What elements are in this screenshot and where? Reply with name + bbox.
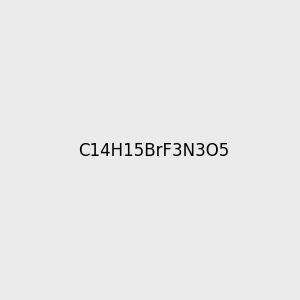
- Text: C14H15BrF3N3O5: C14H15BrF3N3O5: [78, 142, 230, 160]
